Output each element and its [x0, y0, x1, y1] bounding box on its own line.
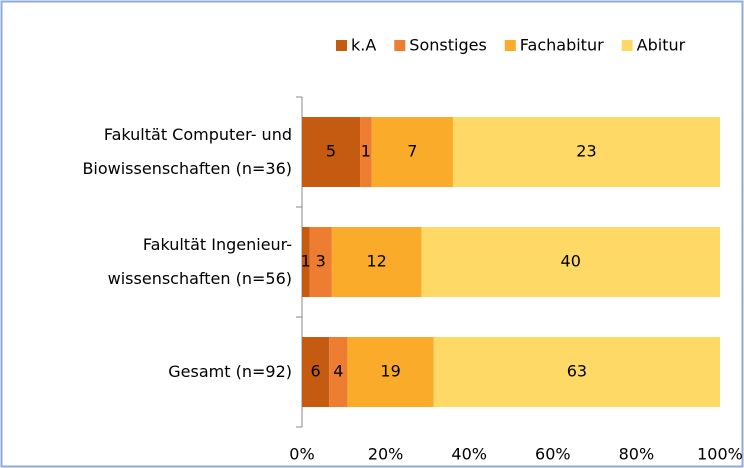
y-tick-label: Gesamt (n=92)	[168, 362, 292, 381]
legend-label: Abitur	[637, 36, 686, 55]
legend-swatch	[394, 40, 406, 51]
legend-swatch	[504, 40, 516, 51]
bar-segment	[302, 227, 310, 297]
x-tick-label: 80%	[619, 445, 655, 464]
bar-segment	[331, 227, 422, 297]
data-label: 19	[380, 362, 400, 381]
x-tick-label: 0%	[289, 445, 314, 464]
bar-segment	[329, 337, 348, 407]
x-tick-label: 20%	[368, 445, 404, 464]
bar-segment	[309, 227, 332, 297]
legend-label: k.A	[351, 36, 376, 55]
legend-label: Sonstiges	[409, 36, 486, 55]
bar-segment	[360, 117, 372, 187]
data-label: 40	[561, 252, 581, 271]
data-label: 6	[311, 362, 321, 381]
y-tick-line: Gesamt (n=92)	[168, 362, 292, 381]
y-tick-line: Fakultät Computer- und	[104, 125, 292, 144]
legend-swatch	[621, 40, 633, 51]
bar-segment	[452, 117, 720, 187]
bar-segment	[371, 117, 453, 187]
data-label: 23	[576, 142, 596, 161]
data-label: 4	[333, 362, 343, 381]
data-label: 1	[301, 252, 311, 271]
data-label: 63	[567, 362, 587, 381]
legend-label: Fachabitur	[520, 36, 604, 55]
x-tick-label: 40%	[451, 445, 487, 464]
bar-segment	[347, 337, 434, 407]
data-label: 3	[316, 252, 326, 271]
y-tick-label: Fakultät Computer- und Biowissenschaften …	[82, 125, 292, 178]
bar-segment	[302, 117, 361, 187]
y-tick-label: Fakultät Ingenieur-wissenschaften (n=56)	[108, 235, 292, 288]
data-label: 12	[366, 252, 386, 271]
legend-swatch	[336, 40, 347, 51]
x-tick-label: 60%	[535, 445, 571, 464]
data-label: 1	[361, 142, 371, 161]
bar-segment	[433, 337, 720, 407]
data-label: 5	[326, 142, 336, 161]
bar-segment	[302, 337, 330, 407]
bar-segment	[421, 227, 720, 297]
y-tick-line: Fakultät Ingenieur-	[143, 235, 292, 254]
data-label: 7	[407, 142, 417, 161]
y-tick-line: wissenschaften (n=56)	[108, 269, 292, 288]
x-tick-label: 100%	[697, 445, 743, 464]
y-tick-line: Biowissenschaften (n=36)	[82, 159, 292, 178]
